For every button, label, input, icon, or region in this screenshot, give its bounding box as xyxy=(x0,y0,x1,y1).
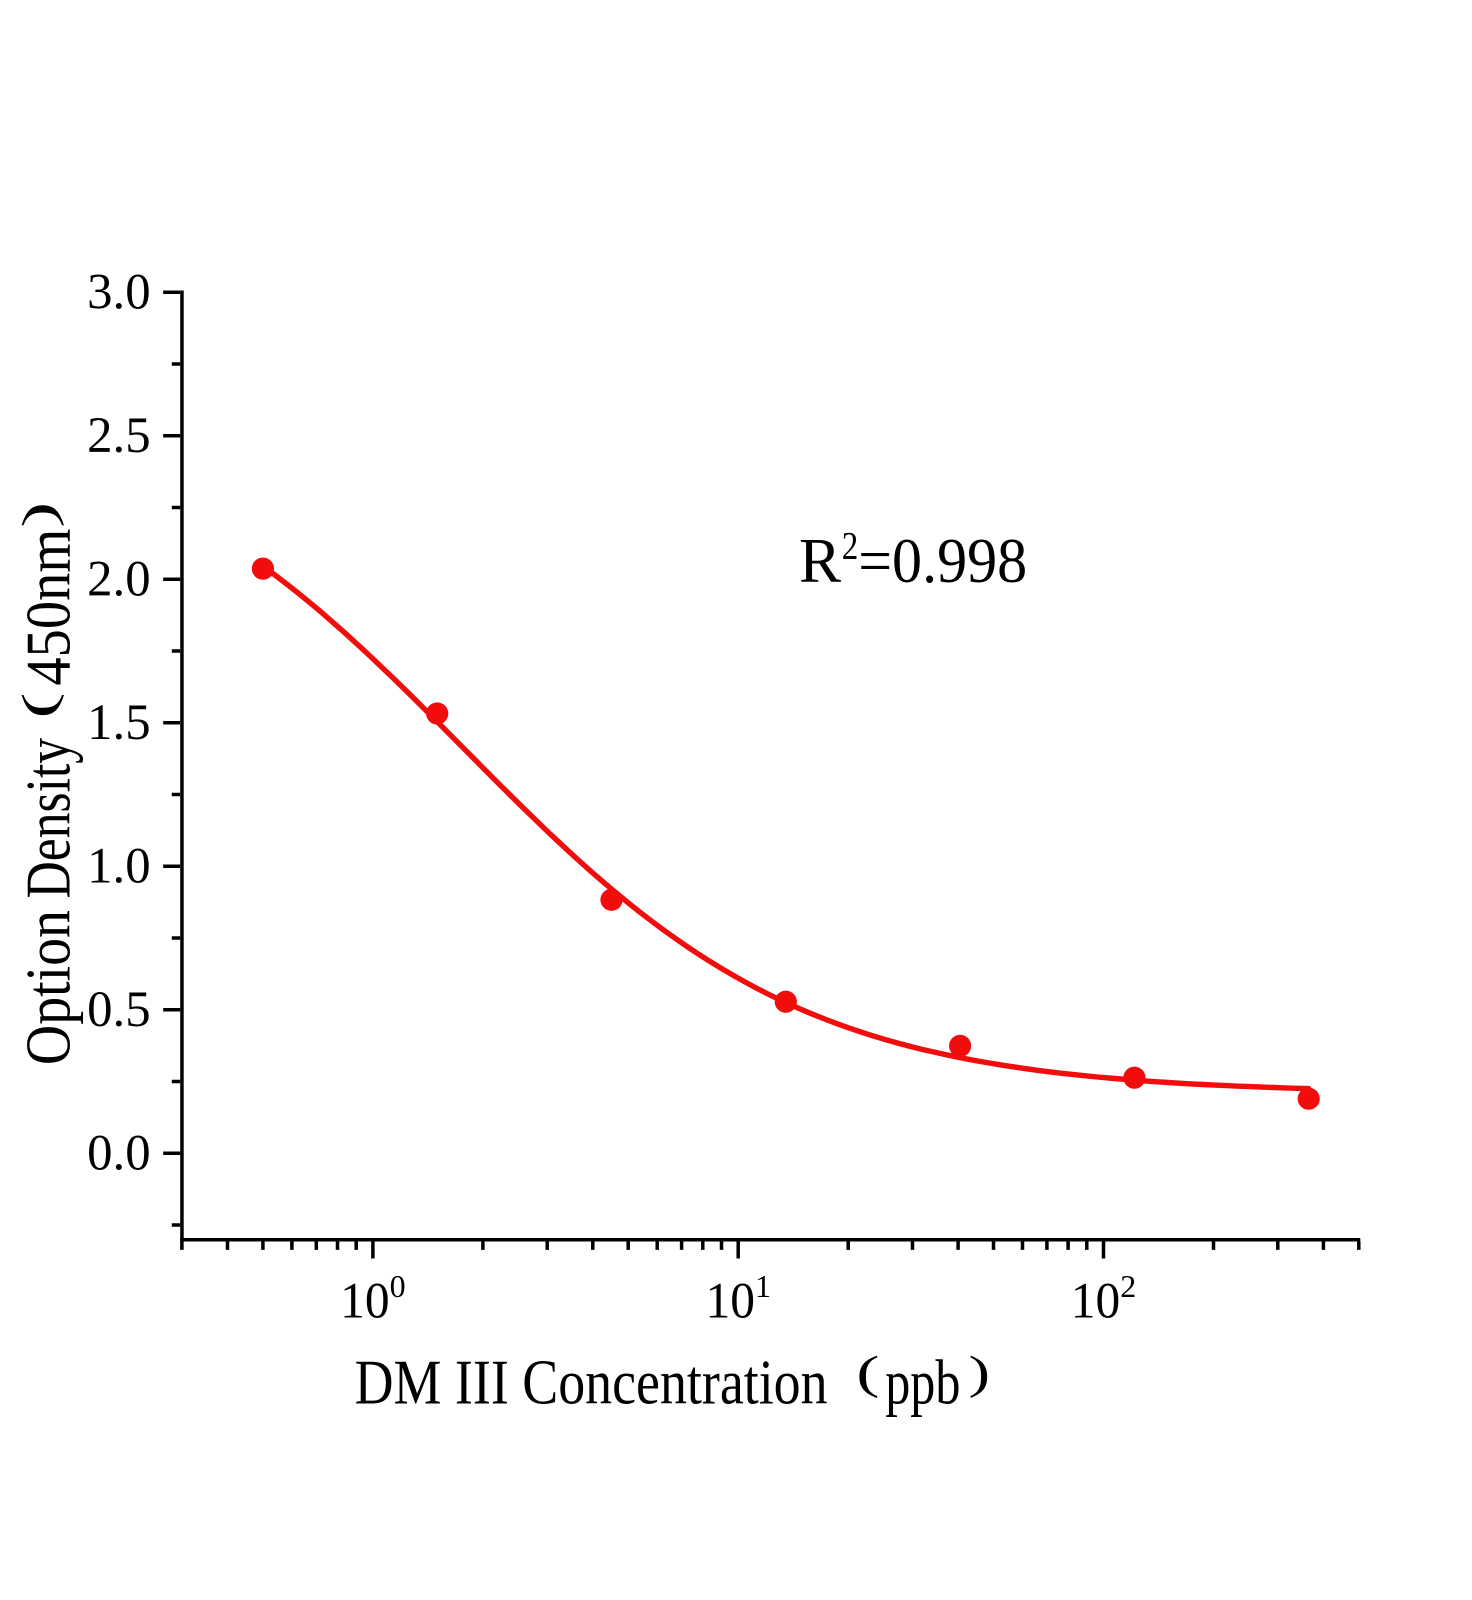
svg-text:100: 100 xyxy=(340,1268,406,1330)
svg-text:Density: Density xyxy=(13,737,83,898)
svg-text:3.0: 3.0 xyxy=(87,265,151,321)
svg-text:(: ( xyxy=(856,1347,879,1399)
svg-text:1.0: 1.0 xyxy=(87,839,151,895)
svg-text:): ) xyxy=(13,502,65,528)
svg-text:Option: Option xyxy=(13,910,83,1065)
svg-text:102: 102 xyxy=(1071,1268,1137,1330)
svg-text:2.0: 2.0 xyxy=(87,552,151,608)
svg-text:DM III Concentration: DM III Concentration xyxy=(355,1348,828,1418)
svg-text:0.0: 0.0 xyxy=(87,1126,151,1182)
svg-text:=0.998: =0.998 xyxy=(858,526,1027,596)
svg-text:ppb: ppb xyxy=(885,1348,960,1418)
svg-text:1.5: 1.5 xyxy=(87,695,151,751)
svg-text:2.5: 2.5 xyxy=(87,408,151,464)
svg-text:): ) xyxy=(969,1347,991,1399)
svg-text:R: R xyxy=(799,526,841,596)
svg-text:0.5: 0.5 xyxy=(87,982,151,1038)
svg-text:101: 101 xyxy=(706,1268,772,1330)
svg-text:450nm: 450nm xyxy=(13,529,83,686)
svg-text:2: 2 xyxy=(842,524,859,567)
svg-text:(: ( xyxy=(13,693,65,719)
